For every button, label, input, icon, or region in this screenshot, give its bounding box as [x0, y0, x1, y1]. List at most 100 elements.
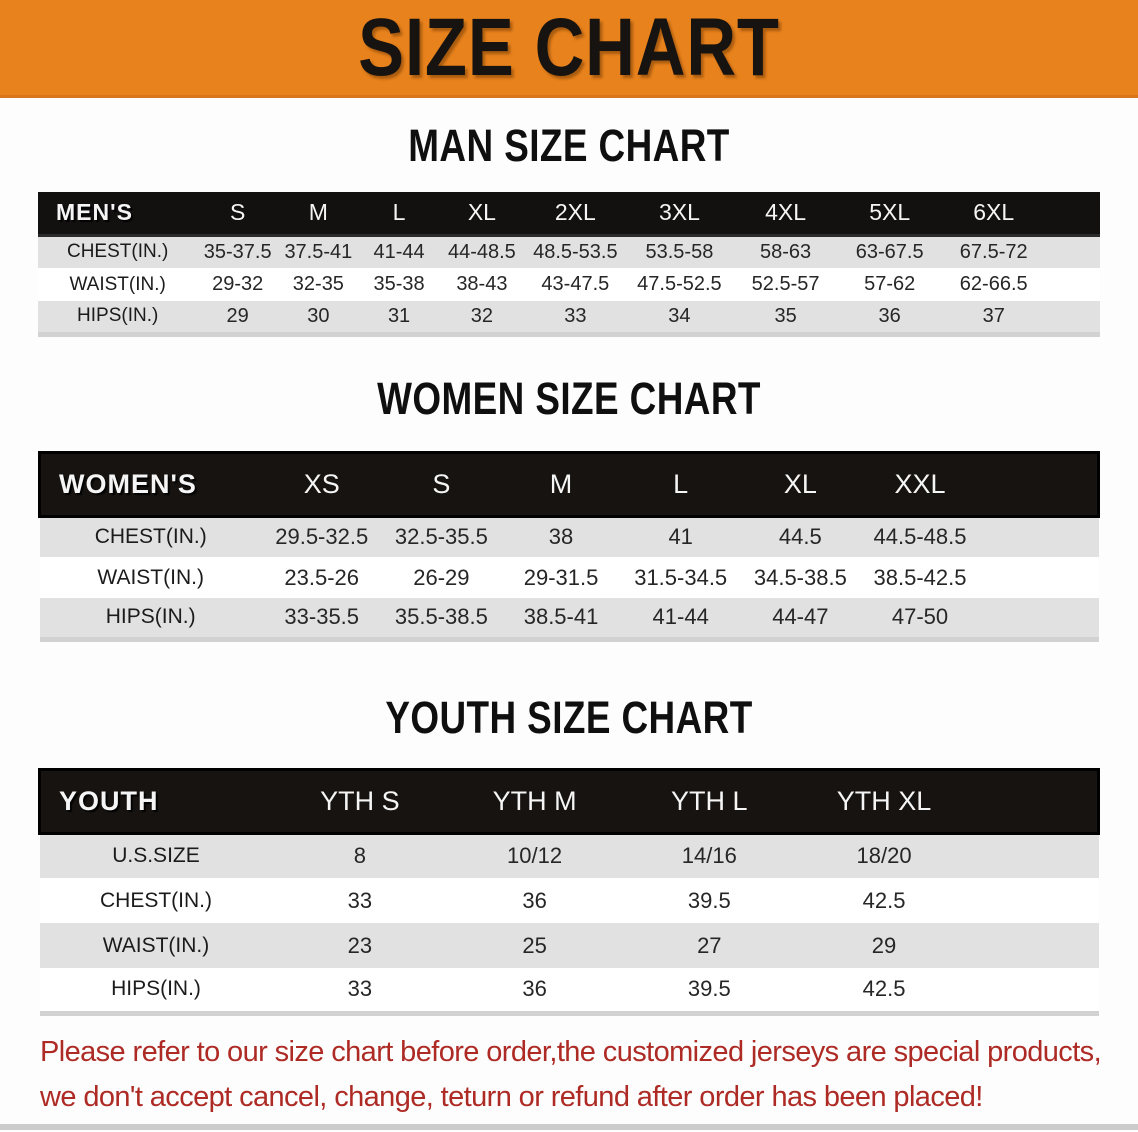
youth-size-chart-title: YOUTH SIZE CHART	[385, 691, 753, 743]
row-label: CHEST(IN.)	[38, 235, 198, 268]
row-label: U.S.SIZE	[39, 833, 273, 878]
size-value: 58-63	[732, 235, 839, 268]
size-value: 29-32	[197, 268, 279, 301]
womens-header-row: WOMEN'S XS S M L XL XXL	[37, 450, 1100, 518]
size-value: 32.5-35.5	[381, 516, 502, 557]
size-value: 38.5-42.5	[860, 557, 980, 598]
table-row: HIPS(IN.) 33-35.5 35.5-38.5 38.5-41 41-4…	[39, 598, 1099, 642]
row-label: CHEST(IN.)	[39, 878, 273, 923]
size-value: 41-44	[358, 235, 440, 268]
youth-header-row: YOUTH YTH S YTH M YTH L YTH XL	[38, 767, 1101, 835]
table-row: U.S.SIZE 8 10/12 14/16 18/20	[39, 833, 1099, 878]
size-value: 33	[524, 301, 627, 337]
row-label: WAIST(IN.)	[38, 268, 198, 301]
column-header: 4XL	[732, 192, 839, 237]
mens-table-label: MEN'S	[38, 192, 198, 237]
spacer-cell	[1046, 301, 1100, 337]
spacer-cell	[971, 878, 1099, 923]
size-value: 48.5-53.5	[524, 235, 627, 268]
column-header: YTH XL	[796, 767, 972, 835]
size-value: 37.5-41	[278, 235, 359, 268]
column-header: XXL	[860, 450, 980, 518]
table-row: CHEST(IN.) 33 36 39.5 42.5	[39, 878, 1099, 923]
column-header: 3XL	[626, 192, 733, 237]
size-value: 36	[838, 301, 941, 337]
column-header: 2XL	[524, 192, 627, 237]
size-value: 42.5	[796, 878, 972, 923]
size-value: 30	[278, 301, 359, 337]
spacer-cell	[1046, 235, 1100, 268]
spacer-cell	[971, 968, 1099, 1016]
youth-size-table: YOUTH YTH S YTH M YTH L YTH XL U.S.SIZE …	[38, 767, 1101, 1016]
size-value: 38	[501, 516, 621, 557]
row-label: WAIST(IN.)	[39, 557, 262, 598]
size-value: 32-35	[278, 268, 359, 301]
size-value: 41	[620, 516, 741, 557]
size-value: 14/16	[621, 833, 797, 878]
size-value: 35	[732, 301, 839, 337]
size-value: 47.5-52.5	[626, 268, 733, 301]
size-value: 29.5-32.5	[261, 516, 382, 557]
spacer-cell	[1046, 192, 1100, 237]
size-value: 44.5-48.5	[860, 516, 980, 557]
size-value: 43-47.5	[524, 268, 627, 301]
disclaimer: Please refer to our size chart before or…	[40, 1030, 1138, 1120]
size-value: 47-50	[860, 598, 980, 642]
size-value: 38-43	[439, 268, 525, 301]
size-value: 32	[439, 301, 525, 337]
spacer-cell	[1046, 268, 1100, 301]
man-section-heading: MAN SIZE CHART	[0, 122, 1138, 170]
spacer-cell	[971, 833, 1099, 878]
row-label: CHEST(IN.)	[39, 516, 262, 557]
size-value: 31	[358, 301, 440, 337]
disclaimer-line-2: we don't accept cancel, change, teturn o…	[40, 1080, 983, 1113]
size-value: 41-44	[620, 598, 741, 642]
column-header: XL	[740, 450, 861, 518]
table-row: WAIST(IN.) 29-32 32-35 35-38 38-43 43-47…	[38, 268, 1100, 301]
column-header: M	[278, 192, 359, 237]
mens-size-table: MEN'S S M L XL 2XL 3XL 4XL 5XL 6XL CHEST…	[38, 192, 1100, 337]
womens-size-table: WOMEN'S XS S M L XL XXL CHEST(IN.) 29.5-…	[37, 450, 1100, 642]
column-header: S	[197, 192, 279, 237]
size-value: 35-37.5	[197, 235, 279, 268]
size-value: 36	[447, 878, 622, 923]
column-header: YTH L	[621, 767, 797, 835]
size-value: 39.5	[621, 878, 797, 923]
column-header: S	[381, 450, 502, 518]
spacer-cell	[979, 450, 1100, 518]
column-header: L	[620, 450, 741, 518]
column-header: XS	[261, 450, 382, 518]
size-value: 57-62	[838, 268, 941, 301]
women-size-chart-title: WOMEN SIZE CHART	[377, 372, 761, 424]
row-label: HIPS(IN.)	[38, 301, 198, 337]
size-value: 34	[626, 301, 733, 337]
size-value: 23.5-26	[261, 557, 382, 598]
size-chart-banner: SIZE CHART	[0, 0, 1138, 98]
size-value: 29	[197, 301, 279, 337]
youth-section-heading: YOUTH SIZE CHART	[0, 691, 1138, 743]
column-header: 6XL	[940, 192, 1047, 237]
size-value: 26-29	[381, 557, 502, 598]
size-value: 27	[621, 923, 797, 968]
man-size-chart-title: MAN SIZE CHART	[408, 120, 730, 171]
spacer-cell	[971, 767, 1101, 835]
column-header: YTH S	[272, 767, 448, 835]
table-row: CHEST(IN.) 29.5-32.5 32.5-35.5 38 41 44.…	[39, 516, 1099, 557]
size-value: 44-47	[740, 598, 861, 642]
size-value: 63-67.5	[838, 235, 941, 268]
size-value: 62-66.5	[940, 268, 1047, 301]
size-value: 35.5-38.5	[381, 598, 502, 642]
table-row: HIPS(IN.) 29 30 31 32 33 34 35 36 37	[38, 301, 1100, 337]
size-value: 18/20	[796, 833, 972, 878]
size-value: 67.5-72	[940, 235, 1047, 268]
size-value: 31.5-34.5	[620, 557, 741, 598]
size-value: 10/12	[447, 833, 622, 878]
row-label: HIPS(IN.)	[39, 968, 273, 1016]
size-value: 29	[796, 923, 972, 968]
row-label: WAIST(IN.)	[39, 923, 273, 968]
size-value: 52.5-57	[732, 268, 839, 301]
column-header: XL	[439, 192, 525, 237]
size-value: 33	[272, 878, 448, 923]
women-section-heading: WOMEN SIZE CHART	[0, 372, 1138, 424]
size-value: 33	[272, 968, 448, 1016]
